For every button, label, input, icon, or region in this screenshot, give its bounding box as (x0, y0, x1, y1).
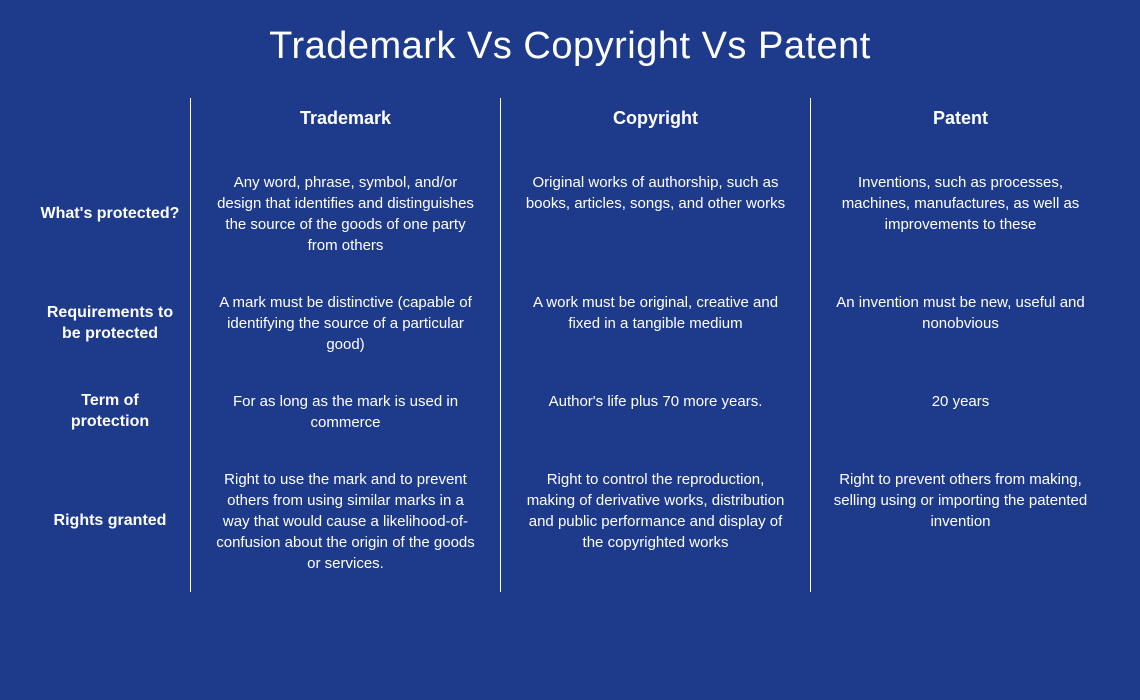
empty-corner-cell (30, 98, 190, 154)
table-cell: A work must be original, creative and fi… (500, 274, 810, 373)
column-header-trademark: Trademark (190, 98, 500, 154)
row-label: Rights granted (30, 451, 190, 592)
row-label: Term of protection (30, 373, 190, 451)
row-label: Requirements to be protected (30, 274, 190, 373)
table-cell: An invention must be new, useful and non… (810, 274, 1110, 373)
comparison-table: Trademark Copyright Patent What's protec… (30, 98, 1110, 592)
table-cell: A mark must be distinctive (capable of i… (190, 274, 500, 373)
row-label: What's protected? (30, 154, 190, 274)
table-cell: Inventions, such as processes, machines,… (810, 154, 1110, 274)
table-cell: Author's life plus 70 more years. (500, 373, 810, 451)
table-cell: Right to control the reproduction, makin… (500, 451, 810, 592)
column-header-copyright: Copyright (500, 98, 810, 154)
table-cell: Right to use the mark and to prevent oth… (190, 451, 500, 592)
table-cell: Original works of authorship, such as bo… (500, 154, 810, 274)
table-cell: For as long as the mark is used in comme… (190, 373, 500, 451)
column-header-patent: Patent (810, 98, 1110, 154)
table-cell: Right to prevent others from making, sel… (810, 451, 1110, 592)
table-cell: Any word, phrase, symbol, and/or design … (190, 154, 500, 274)
table-cell: 20 years (810, 373, 1110, 451)
page-title: Trademark Vs Copyright Vs Patent (30, 25, 1110, 68)
